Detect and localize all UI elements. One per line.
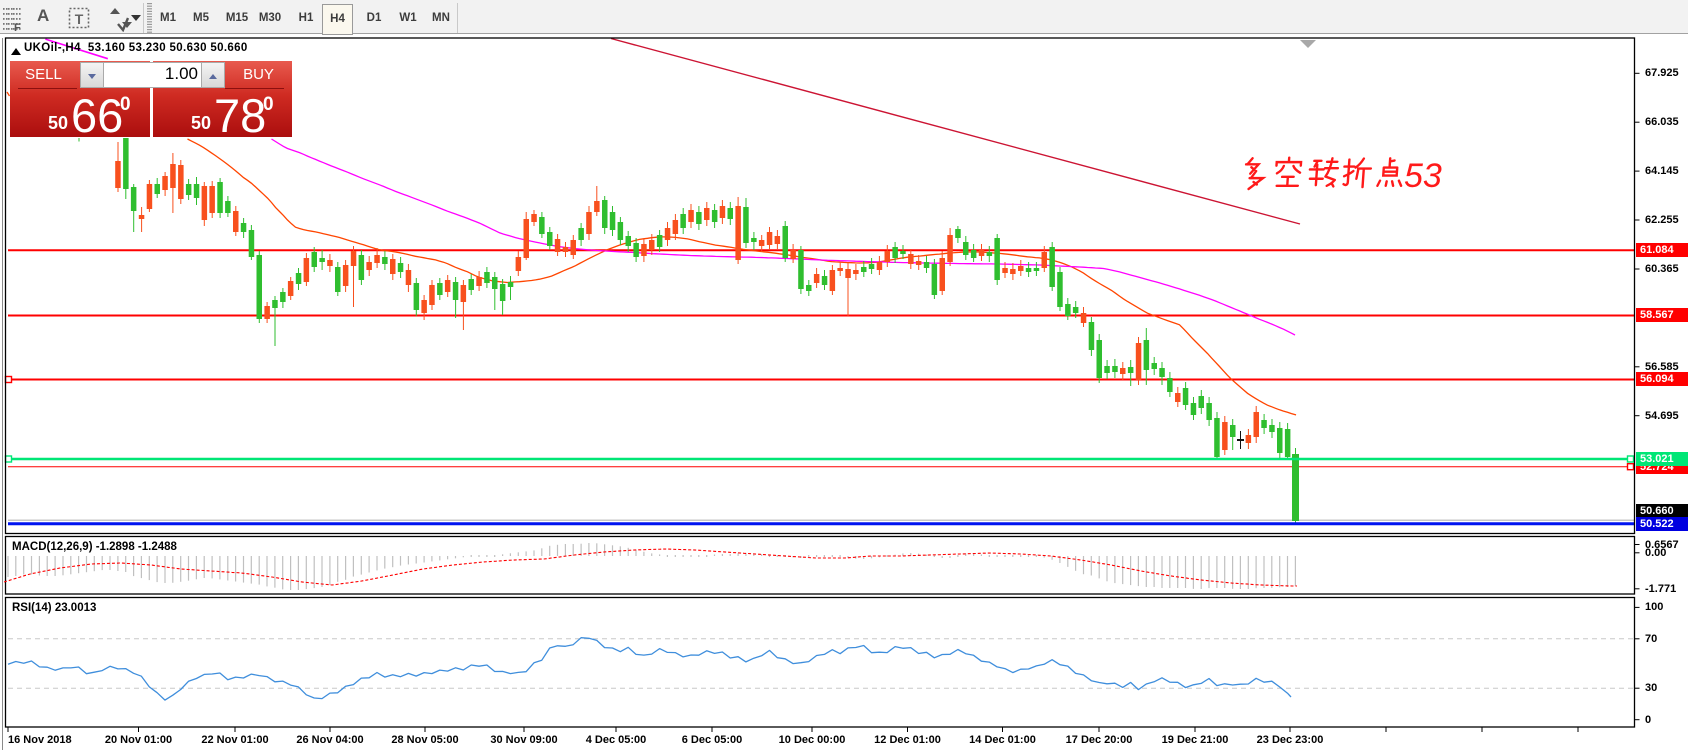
svg-text:T: T — [75, 11, 84, 27]
svg-text:53: 53 — [1404, 157, 1442, 195]
svg-text:F: F — [14, 22, 21, 33]
